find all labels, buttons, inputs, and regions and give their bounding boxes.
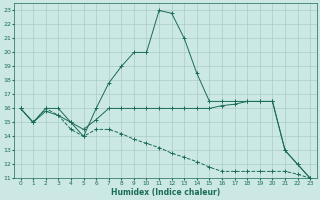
X-axis label: Humidex (Indice chaleur): Humidex (Indice chaleur)	[111, 188, 220, 197]
